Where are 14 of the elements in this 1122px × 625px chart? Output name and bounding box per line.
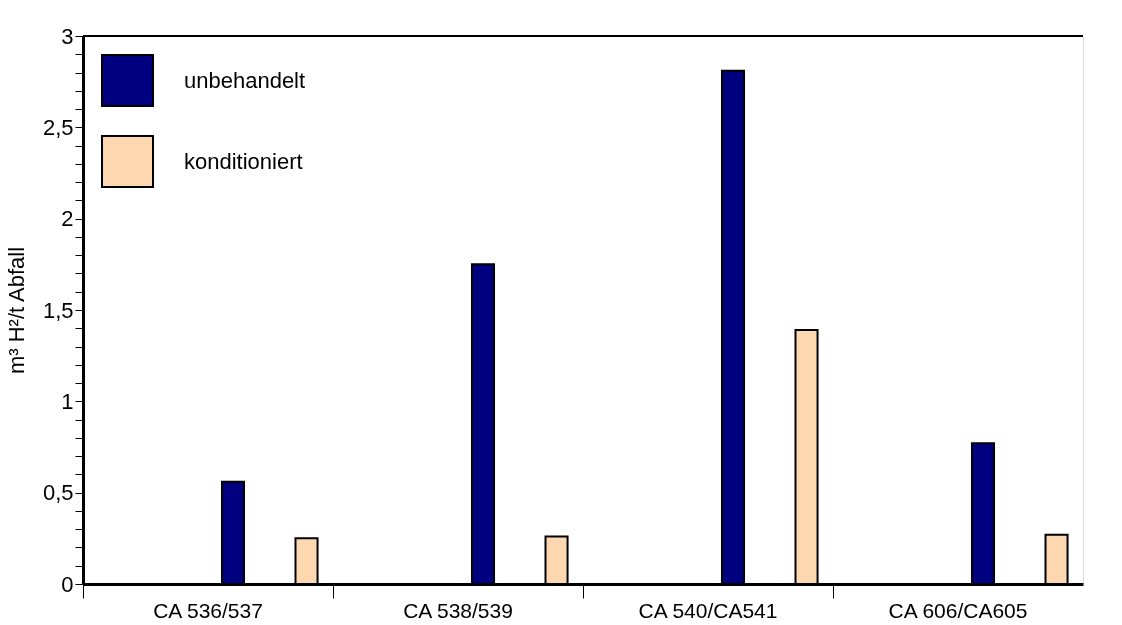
y-tick-label: 1 — [61, 388, 74, 414]
y-tick-label: 3 — [61, 23, 74, 49]
y-tick-label: 2,5 — [42, 114, 74, 140]
x-tick-label: CA 606/CA605 — [888, 598, 1028, 622]
y-tick-label: 2 — [61, 206, 74, 232]
y-tick-label: 1,5 — [42, 297, 74, 323]
y-tick-label: 0,5 — [42, 480, 74, 506]
y-tick-label: 0 — [61, 571, 74, 597]
legend-label: unbehandelt — [184, 67, 306, 93]
y-axis-title: m³ H²/t Abfall — [3, 246, 29, 375]
x-tick-label: CA 540/CA541 — [638, 598, 778, 622]
x-tick-label: CA 538/539 — [403, 598, 513, 622]
legend-label: konditioniert — [184, 148, 303, 174]
x-tick-label: CA 536/537 — [153, 598, 263, 622]
